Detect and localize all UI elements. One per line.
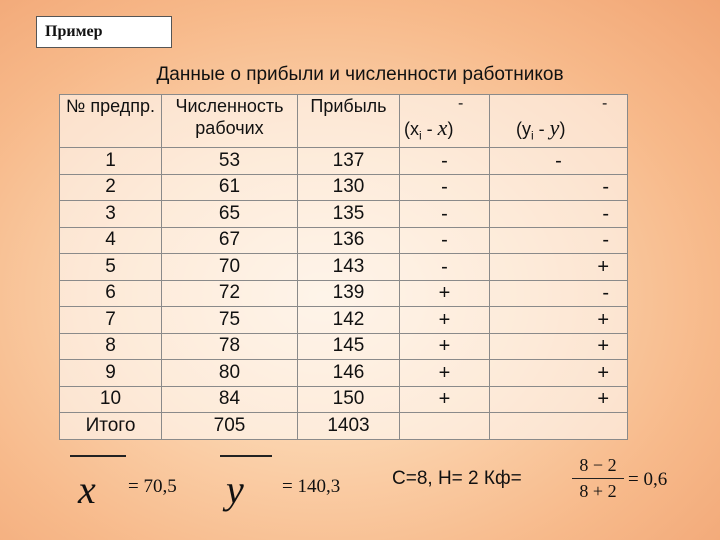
table-row: 10 84 150 + + bbox=[59, 385, 628, 413]
table-row: 7 75 142 + + bbox=[59, 306, 628, 334]
coefficient-fraction: 8 − 2 8 + 2 bbox=[572, 455, 624, 502]
cell-sign-y: + bbox=[489, 359, 628, 387]
header-dev-y-expr: (yi - y) bbox=[516, 115, 566, 143]
y-mean-overline bbox=[220, 455, 272, 457]
table-row: 5 70 143- + bbox=[59, 253, 628, 281]
cell-profit: 130 bbox=[297, 173, 400, 201]
page-title: Данные о прибыли и численности работнико… bbox=[156, 64, 564, 85]
cell-sign-y: - bbox=[489, 173, 628, 201]
total-profit: 1403 bbox=[297, 412, 400, 440]
fraction-denominator: 8 + 2 bbox=[579, 481, 617, 501]
cell-num: 3 bbox=[59, 200, 162, 228]
cell-num: 1 bbox=[59, 147, 162, 175]
cell-sign-x: + bbox=[399, 332, 490, 360]
cell-workers: 65 bbox=[161, 200, 298, 228]
cell-num: 9 bbox=[59, 359, 162, 387]
y-mean-symbol: y bbox=[226, 467, 244, 512]
cell-num: 4 bbox=[59, 226, 162, 254]
header-dev-y: - (yi - y) bbox=[489, 94, 628, 148]
header-dev-y-bar: - bbox=[602, 95, 608, 112]
cell-sign-y: + bbox=[489, 306, 628, 334]
table-row: 6 72 139 + - bbox=[59, 279, 628, 307]
cell-sign-y: + bbox=[489, 385, 628, 413]
cell-num: 8 bbox=[59, 332, 162, 360]
x-mean-symbol: x bbox=[78, 467, 96, 512]
cell-sign-y: - bbox=[489, 226, 628, 254]
cell-workers: 72 bbox=[161, 279, 298, 307]
fraction-numerator: 8 − 2 bbox=[579, 455, 617, 475]
example-badge: Пример bbox=[36, 16, 172, 48]
table-row: 1 53 137- - bbox=[59, 147, 628, 175]
cell-workers: 78 bbox=[161, 332, 298, 360]
cell-num: 6 bbox=[59, 279, 162, 307]
cell-sign-x: - bbox=[399, 147, 490, 175]
table-header-row: № предпр. Численность рабочих Прибыль - … bbox=[59, 94, 628, 148]
cell-sign-y: + bbox=[489, 253, 628, 281]
cell-profit: 136 bbox=[297, 226, 400, 254]
cell-num: 7 bbox=[59, 306, 162, 334]
cell-sign-x: - bbox=[399, 253, 490, 281]
cell-workers: 67 bbox=[161, 226, 298, 254]
cell-workers: 53 bbox=[161, 147, 298, 175]
total-empty-x bbox=[399, 412, 490, 440]
data-table: № предпр. Численность рабочих Прибыль - … bbox=[59, 94, 628, 440]
header-num: № предпр. bbox=[59, 94, 162, 148]
header-profit: Прибыль bbox=[297, 94, 400, 148]
cell-sign-x: - bbox=[399, 200, 490, 228]
cell-sign-y: + bbox=[489, 332, 628, 360]
total-label: Итого bbox=[59, 412, 162, 440]
cell-workers: 80 bbox=[161, 359, 298, 387]
cell-workers: 75 bbox=[161, 306, 298, 334]
y-mean-value: = 140,3 bbox=[282, 476, 341, 497]
table-row: 2 61 130- - bbox=[59, 173, 628, 201]
table-row: 3 65 135- - bbox=[59, 200, 628, 228]
cell-workers: 61 bbox=[161, 173, 298, 201]
table-row: 4 67 136- - bbox=[59, 226, 628, 254]
cell-profit: 145 bbox=[297, 332, 400, 360]
cell-sign-x: + bbox=[399, 306, 490, 334]
cell-workers: 70 bbox=[161, 253, 298, 281]
x-mean-overline bbox=[70, 455, 126, 457]
cell-num: 2 bbox=[59, 173, 162, 201]
cell-sign-x: - bbox=[399, 226, 490, 254]
table-row: 9 80 146 + + bbox=[59, 359, 628, 387]
cell-profit: 137 bbox=[297, 147, 400, 175]
x-mean-value: = 70,5 bbox=[128, 476, 177, 497]
table-total-row: Итого 705 1403 bbox=[59, 412, 628, 440]
cell-sign-x: + bbox=[399, 279, 490, 307]
cell-profit: 146 bbox=[297, 359, 400, 387]
header-dev-x-bar: - bbox=[458, 95, 464, 112]
fraction-line bbox=[572, 478, 624, 479]
cell-sign-x: - bbox=[399, 173, 490, 201]
total-empty-y bbox=[489, 412, 628, 440]
cell-profit: 142 bbox=[297, 306, 400, 334]
cell-sign-y: - bbox=[489, 200, 628, 228]
cell-profit: 135 bbox=[297, 200, 400, 228]
cell-workers: 84 bbox=[161, 385, 298, 413]
cell-sign-y: - bbox=[489, 279, 628, 307]
coefficient-formula: С=8, Н= 2 Кф= bbox=[392, 468, 522, 489]
cell-num: 10 bbox=[59, 385, 162, 413]
header-dev-x-expr: (xi - x) bbox=[404, 115, 454, 143]
header-dev-x: - (xi - x) bbox=[399, 94, 490, 148]
table-row: 8 78 145 + + bbox=[59, 332, 628, 360]
cell-profit: 150 bbox=[297, 385, 400, 413]
cell-profit: 143 bbox=[297, 253, 400, 281]
cell-sign-x: + bbox=[399, 385, 490, 413]
cell-sign-x: + bbox=[399, 359, 490, 387]
header-workers: Численность рабочих bbox=[161, 94, 298, 148]
cell-profit: 139 bbox=[297, 279, 400, 307]
cell-sign-y: - bbox=[489, 147, 628, 175]
cell-num: 5 bbox=[59, 253, 162, 281]
total-workers: 705 bbox=[161, 412, 298, 440]
coefficient-result: = 0,6 bbox=[628, 469, 668, 490]
